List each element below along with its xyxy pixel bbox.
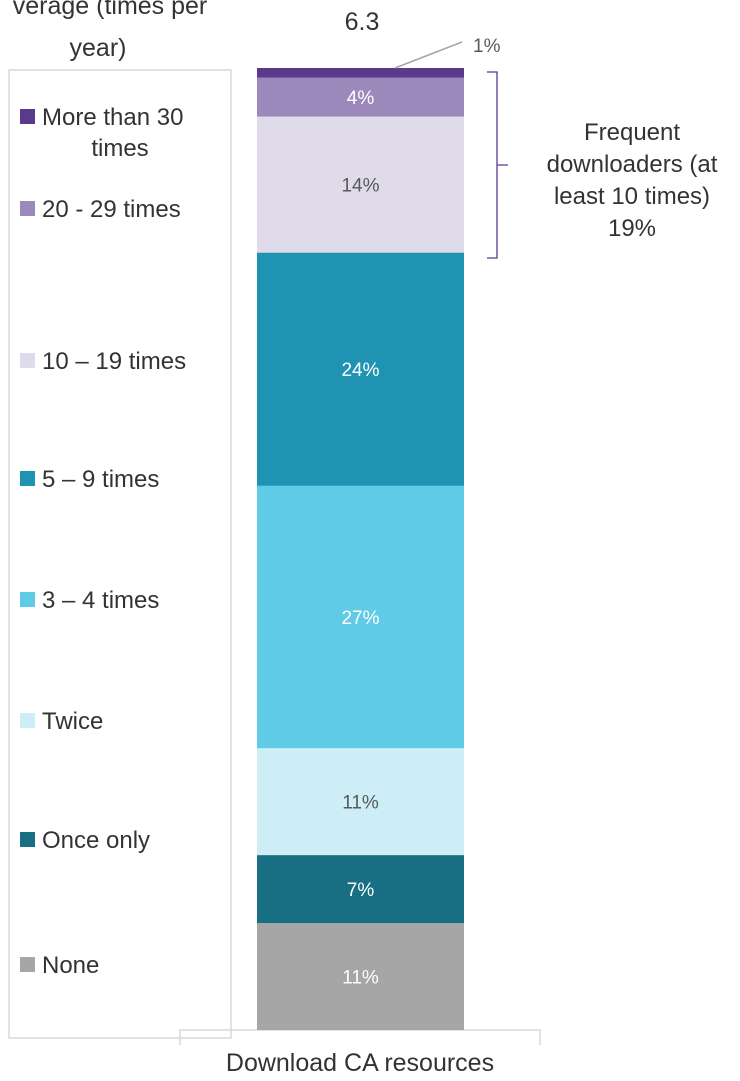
- annotation-line2: downloaders (at: [547, 151, 718, 178]
- segment-label-5: 14%: [341, 176, 379, 197]
- legend: More than 30 times 20 - 29 times 10 – 19 ti…: [20, 104, 186, 979]
- legend-label-2: 10 – 19 times: [42, 348, 186, 375]
- legend-swatch-6: [20, 832, 35, 847]
- segment-label-2: 11%: [342, 793, 379, 814]
- segment-label-7: 1%: [473, 36, 501, 57]
- legend-label-6: Once only: [42, 827, 150, 854]
- legend-swatch-7: [20, 957, 35, 972]
- bar-segment-0: [257, 923, 464, 1030]
- average-value: 6.3: [345, 8, 380, 36]
- legend-label-0: More than 30: [42, 104, 183, 131]
- segment-label-6: 4%: [347, 88, 375, 109]
- category-axis-line: [179, 1029, 541, 1045]
- legend-label-4: 3 – 4 times: [42, 587, 159, 614]
- bar-segment-1: [257, 855, 464, 924]
- segment-label-0: 11%: [342, 968, 379, 989]
- legend-label-5: Twice: [42, 708, 103, 735]
- bar-segment-6: [257, 77, 464, 117]
- bar-segment-5: [257, 116, 464, 253]
- bar-segment-3: [257, 485, 464, 749]
- segment-label-3: 27%: [341, 608, 379, 629]
- legend-label-0-line2: times: [91, 135, 148, 162]
- frequent-brace: [487, 71, 508, 259]
- legend-label-3: 5 – 9 times: [42, 466, 159, 493]
- annotation-line4: 19%: [608, 215, 656, 242]
- category-label: Download CA resources: [226, 1049, 494, 1077]
- segment-label-4: 24%: [341, 360, 379, 381]
- legend-swatch-0: [20, 109, 35, 124]
- legend-label-1: 20 - 29 times: [42, 196, 181, 223]
- legend-swatch-1: [20, 201, 35, 216]
- legend-label-7: None: [42, 952, 99, 979]
- legend-swatch-2: [20, 353, 35, 368]
- segment-labels: 11% 7% 11% 27% 24% 14% 4% 1%: [341, 36, 500, 989]
- bar-segment-7: [257, 68, 464, 78]
- annotation-line1: Frequent: [584, 119, 680, 146]
- bar-segments: [257, 68, 464, 1030]
- bar-segment-2: [257, 748, 464, 856]
- legend-swatch-5: [20, 713, 35, 728]
- legend-swatch-3: [20, 471, 35, 486]
- average-label-line1: verage (times per: [13, 0, 208, 20]
- annotation-line3: least 10 times): [554, 183, 710, 210]
- legend-box: [8, 69, 232, 1039]
- legend-swatch-4: [20, 592, 35, 607]
- average-label-line2: year): [70, 34, 127, 62]
- leader-line-1pct: [394, 41, 463, 69]
- bar-segment-4: [257, 252, 464, 486]
- segment-label-1: 7%: [347, 880, 375, 901]
